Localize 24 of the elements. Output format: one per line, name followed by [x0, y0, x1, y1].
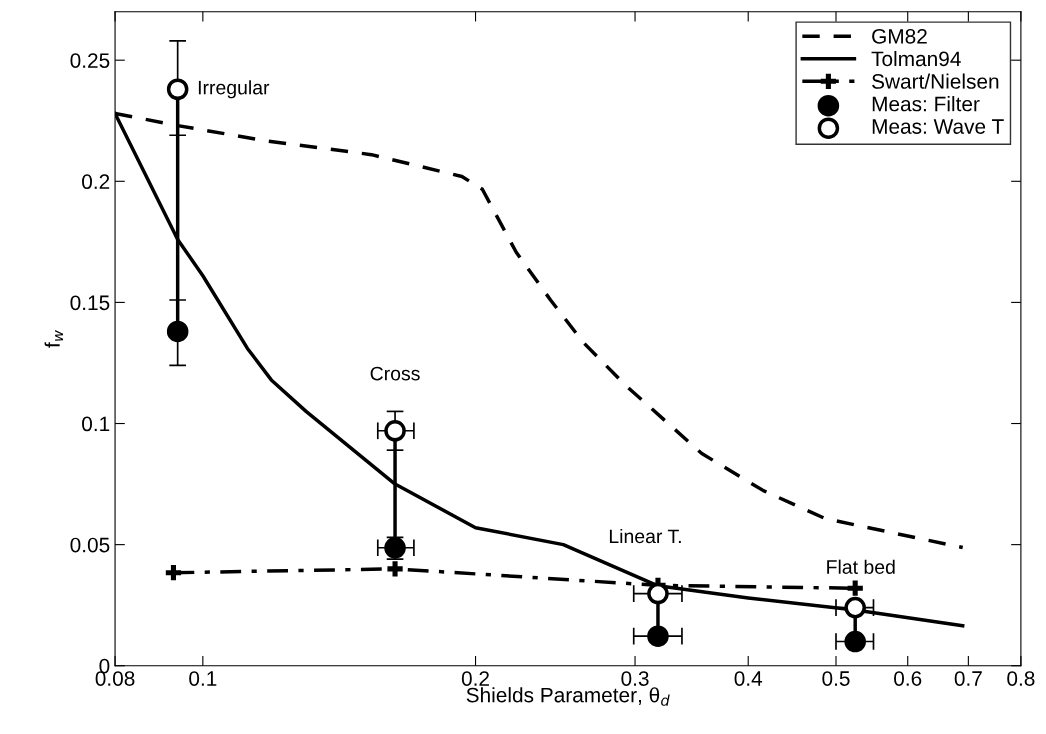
x-tick-label: 0.1: [189, 671, 217, 686]
x-tick-label: 0.2: [461, 671, 489, 686]
x-tick-label: 0.3: [621, 671, 649, 686]
x-tick-label: 0.6: [894, 671, 922, 686]
y-tick-label: 0.05: [70, 537, 110, 553]
x-tick-label: 0.5: [822, 671, 850, 686]
legend-label: Meas: Wave T: [872, 119, 1004, 134]
annotation: Cross: [370, 366, 420, 381]
x-tick-label: 0.8: [1007, 671, 1035, 686]
y-tick-label: 0.2: [82, 174, 110, 190]
legend-label: Meas: Filter: [872, 96, 980, 112]
x-tick-label: 0.7: [954, 671, 982, 686]
annotation: Linear T.: [609, 528, 681, 544]
legend-label: Tolman94: [871, 50, 961, 67]
y-tick-label: 0.1: [82, 416, 110, 432]
legend-label: Swart/Nielsen: [872, 73, 999, 89]
x-tick-label: 0.4: [734, 671, 763, 686]
x-axis-title: Shields Parameter, θ$_{d}$: [466, 687, 670, 706]
annotation: Irregular: [198, 80, 270, 99]
y-tick-label: 0.15: [70, 295, 110, 311]
legend-label: GM82: [872, 28, 927, 44]
annotation: Flat bed: [827, 559, 895, 574]
y-tick-label: 0.25: [70, 53, 110, 68]
y-axis-title: f$_{w}$: [44, 330, 64, 348]
